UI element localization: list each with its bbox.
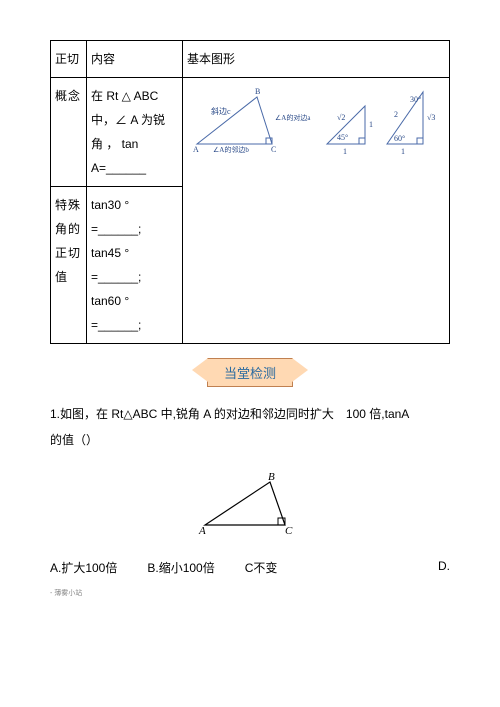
fig1-hyp: 斜边c — [211, 106, 231, 116]
fig1-C: C — [271, 145, 276, 154]
fig1-opp: ∠A的对边a — [275, 113, 311, 122]
header-col2: 内容 — [87, 41, 183, 78]
fig3-leg: 1 — [401, 147, 405, 156]
header-col1: 正切 — [51, 41, 87, 78]
row1-content: 在 Rt △ ABC 中，∠ A 为锐 角 ， tan A=______ — [87, 78, 183, 187]
fig1-A: A — [193, 145, 199, 154]
r2l4: 值 — [55, 265, 82, 289]
header-col3: 基本图形 — [183, 41, 450, 78]
q1-A: A — [198, 525, 206, 537]
r2c3: tan45 ° — [91, 241, 178, 265]
concept-table: 正切 内容 基本图形 概念 在 Rt △ ABC 中，∠ A 为锐 角 ， ta… — [50, 40, 450, 344]
row2-content: tan30 ° =______; tan45 ° =______; tan60 … — [87, 187, 183, 344]
page-footer: - 薄雾小站 — [50, 588, 450, 598]
fig1-adj: ∠A的邻边b — [213, 145, 249, 154]
fig2-hyp: √2 — [337, 113, 345, 122]
r2c4: =______; — [91, 265, 178, 289]
question-1: 1.如图，在 Rt△ABC 中,锐角 A 的对边和邻边同时扩大 100 倍,ta… — [50, 401, 450, 454]
r2l2: 角的 — [55, 217, 82, 241]
r2c6: =______; — [91, 313, 178, 337]
q1-options: A.扩大100倍 B.缩小100倍 C不变 D. — [50, 559, 450, 576]
q1-C: C — [285, 525, 293, 537]
section-banner: 当堂检测 — [207, 358, 293, 387]
fig3-ang1: 30° — [410, 95, 421, 104]
figure-cell: A B C 斜边c ∠A的对边a ∠A的邻边b 45° 1 1 √2 — [183, 78, 450, 344]
q1-optC: C不变 — [245, 559, 278, 576]
q1-optA: A.扩大100倍 — [50, 559, 117, 576]
r2c5: tan60 ° — [91, 289, 178, 313]
r1c-l3: 角 ， tan — [91, 132, 178, 156]
r2l1: 特殊 — [55, 193, 82, 217]
fig3-s2: 2 — [394, 110, 398, 119]
r2c1: tan30 ° — [91, 193, 178, 217]
fig2-ang: 45° — [337, 133, 348, 142]
fig3-s3: √3 — [427, 113, 435, 122]
r2l3: 正切 — [55, 241, 82, 265]
q1-optD: D. — [438, 559, 450, 576]
r2c2: =______; — [91, 217, 178, 241]
q1-line1: 1.如图，在 Rt△ABC 中,锐角 A 的对边和邻边同时扩大 100 倍,ta… — [50, 401, 450, 427]
fig3-ang2: 60° — [394, 134, 405, 143]
q1-diagram: A B C — [50, 470, 450, 543]
r1c-l2: 中，∠ A 为锐 — [91, 108, 178, 132]
fig2-leg2: 1 — [369, 120, 373, 129]
fig1-B: B — [255, 87, 260, 96]
fig2-leg1: 1 — [343, 147, 347, 156]
q1-B: B — [268, 471, 275, 483]
q1-optB: B.缩小100倍 — [147, 559, 214, 576]
r1c-l1: 在 Rt △ ABC — [91, 84, 178, 108]
q1-triangle-icon: A B C — [195, 470, 305, 540]
r1c-l4: A=______ — [91, 156, 178, 180]
row2-label: 特殊 角的 正切 值 — [51, 187, 87, 344]
triangle-diagrams: A B C 斜边c ∠A的对边a ∠A的邻边b 45° 1 1 √2 — [187, 82, 443, 162]
q1-line2: 的值（） — [50, 427, 450, 453]
row1-label: 概念 — [51, 78, 87, 187]
banner-wrap: 当堂检测 — [50, 358, 450, 387]
